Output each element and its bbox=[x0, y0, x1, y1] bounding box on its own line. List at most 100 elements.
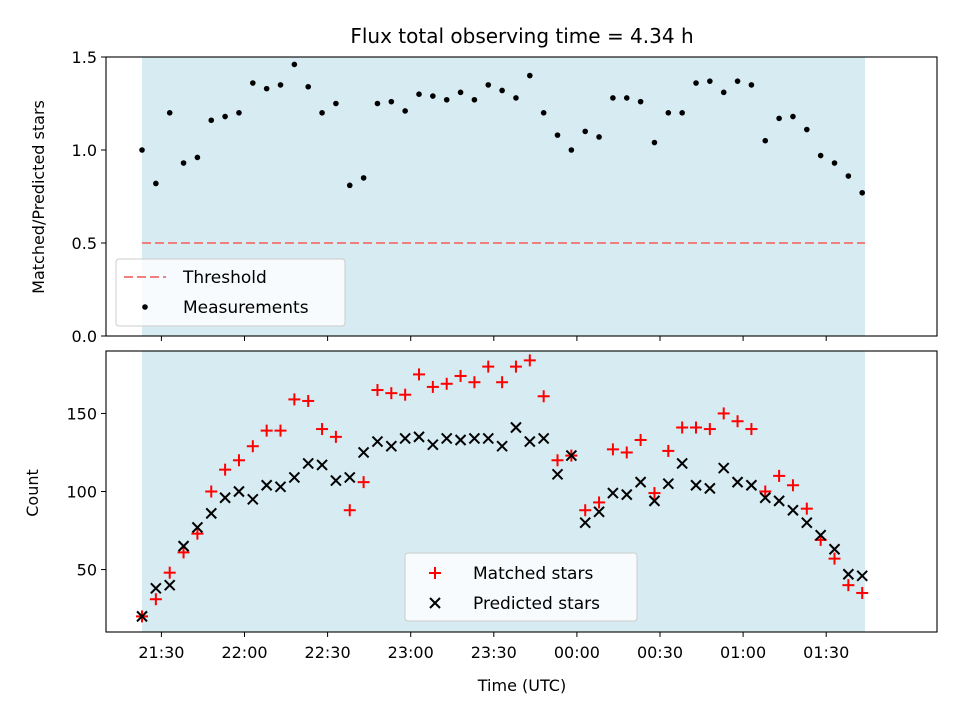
bottom-y-ticks: 50 100 150 bbox=[66, 404, 106, 580]
predicted-cross-b bbox=[773, 495, 785, 507]
matched-star-point bbox=[191, 527, 204, 540]
measurement-point bbox=[305, 83, 312, 90]
predicted-star-point bbox=[510, 421, 522, 434]
predicted-cross-b bbox=[316, 459, 328, 471]
matched-star-point bbox=[786, 479, 799, 492]
matched-star-point bbox=[371, 384, 384, 397]
predicted-star-point bbox=[482, 432, 494, 445]
matched-star-point bbox=[828, 552, 841, 565]
matched-star-point bbox=[620, 446, 633, 459]
bottom-x-ticks: 21:30 22:00 22:30 23:00 23:30 00:00 00:30 01:00… bbox=[138, 632, 849, 662]
predicted-cross-b bbox=[731, 476, 744, 488]
predicted-star-point bbox=[842, 568, 855, 580]
matched-star-point bbox=[288, 393, 301, 406]
matched-star-point bbox=[690, 421, 703, 434]
predicted-cross-b bbox=[704, 482, 716, 495]
predicted-star-point bbox=[274, 481, 287, 493]
x-axis-label: Time (UTC) bbox=[477, 676, 566, 695]
predicted-points-group bbox=[136, 421, 868, 623]
legend-measurements-label: Measurements bbox=[183, 298, 309, 318]
predicted-cross-b bbox=[371, 435, 384, 448]
matched-star-point bbox=[274, 424, 287, 437]
measurement-point bbox=[333, 100, 339, 107]
predicted-cross-b bbox=[191, 521, 204, 534]
predicted-star-point bbox=[219, 492, 231, 504]
matched-star-point bbox=[468, 376, 481, 389]
measurement-point bbox=[859, 189, 866, 196]
predicted-star-point bbox=[607, 487, 619, 499]
predicted-cross-b bbox=[274, 481, 287, 493]
measurement-point bbox=[554, 132, 561, 138]
matched-star-point bbox=[426, 380, 439, 393]
predicted-star-point bbox=[205, 507, 217, 520]
measurement-point bbox=[637, 98, 644, 105]
matched-star-point bbox=[496, 376, 509, 389]
predicted-star-point bbox=[399, 432, 411, 445]
measurement-point bbox=[388, 98, 395, 105]
matched-star-point bbox=[593, 496, 606, 509]
measurement-point bbox=[166, 110, 173, 116]
predicted-star-point bbox=[579, 517, 591, 529]
predicted-cross-b bbox=[856, 570, 868, 582]
top-y-tick-label: 1.5 bbox=[72, 48, 97, 67]
matched-star-point bbox=[537, 390, 550, 403]
predicted-star-point bbox=[177, 540, 190, 552]
x-tick-label: 22:30 bbox=[305, 643, 351, 662]
predicted-cross-b bbox=[593, 506, 605, 518]
legend-matched-swatch bbox=[429, 567, 441, 579]
predicted-star-point bbox=[288, 471, 301, 484]
predicted-cross-b bbox=[136, 610, 148, 623]
top-plot-frame bbox=[105, 56, 938, 337]
predicted-cross-b bbox=[150, 582, 162, 594]
predicted-star-point bbox=[718, 462, 730, 474]
measurement-point bbox=[748, 82, 755, 88]
matched-star-point bbox=[343, 504, 356, 517]
matched-star-point bbox=[246, 440, 259, 453]
predicted-star-point bbox=[136, 610, 148, 623]
predicted-cross-b bbox=[247, 493, 259, 506]
matched-star-point bbox=[399, 388, 412, 401]
measurement-point bbox=[693, 80, 699, 86]
measurement-point bbox=[845, 173, 852, 179]
predicted-star-point bbox=[330, 474, 342, 487]
predicted-star-point bbox=[260, 479, 273, 491]
matched-star-point bbox=[385, 387, 398, 400]
predicted-cross-b bbox=[427, 438, 439, 451]
matched-star-point bbox=[648, 487, 661, 500]
predicted-star-point bbox=[801, 517, 813, 529]
bottom-legend-box bbox=[404, 552, 638, 622]
predicted-star-point bbox=[247, 493, 259, 506]
predicted-star-point bbox=[759, 492, 771, 504]
top-y-ticks: 0.0 0.5 1.0 1.5 bbox=[72, 48, 106, 346]
matched-star-point bbox=[842, 579, 855, 592]
top-points-group bbox=[139, 61, 866, 196]
measurement-point bbox=[720, 89, 727, 96]
bottom-y-tick-label: 100 bbox=[66, 483, 97, 502]
predicted-star-point bbox=[441, 432, 453, 445]
measurement-point bbox=[831, 160, 838, 166]
matched-star-point bbox=[509, 360, 522, 373]
matched-star-point bbox=[606, 443, 619, 456]
top-y-tick-label: 0.5 bbox=[72, 234, 97, 253]
matched-points-group bbox=[136, 354, 869, 623]
matched-star-point bbox=[177, 546, 190, 559]
predicted-cross-b bbox=[565, 449, 578, 462]
matched-star-point bbox=[703, 423, 716, 436]
x-tick-label: 21:30 bbox=[138, 643, 184, 662]
predicted-cross-b bbox=[482, 432, 494, 445]
measurement-point bbox=[582, 128, 589, 135]
measurement-point bbox=[277, 82, 284, 88]
predicted-cross-b bbox=[524, 435, 536, 448]
measurement-point bbox=[610, 95, 616, 101]
predicted-star-point bbox=[773, 495, 785, 507]
measurement-point bbox=[430, 93, 436, 99]
measurement-point bbox=[665, 110, 672, 116]
matched-star-point bbox=[219, 463, 232, 476]
predicted-cross-b bbox=[759, 492, 771, 504]
predicted-cross-b bbox=[413, 431, 425, 443]
matched-star-point bbox=[302, 394, 315, 407]
bottom-legend: Matched stars Predicted stars bbox=[404, 552, 638, 622]
x-tick-label: 01:00 bbox=[720, 643, 766, 662]
measurement-point bbox=[222, 113, 228, 120]
